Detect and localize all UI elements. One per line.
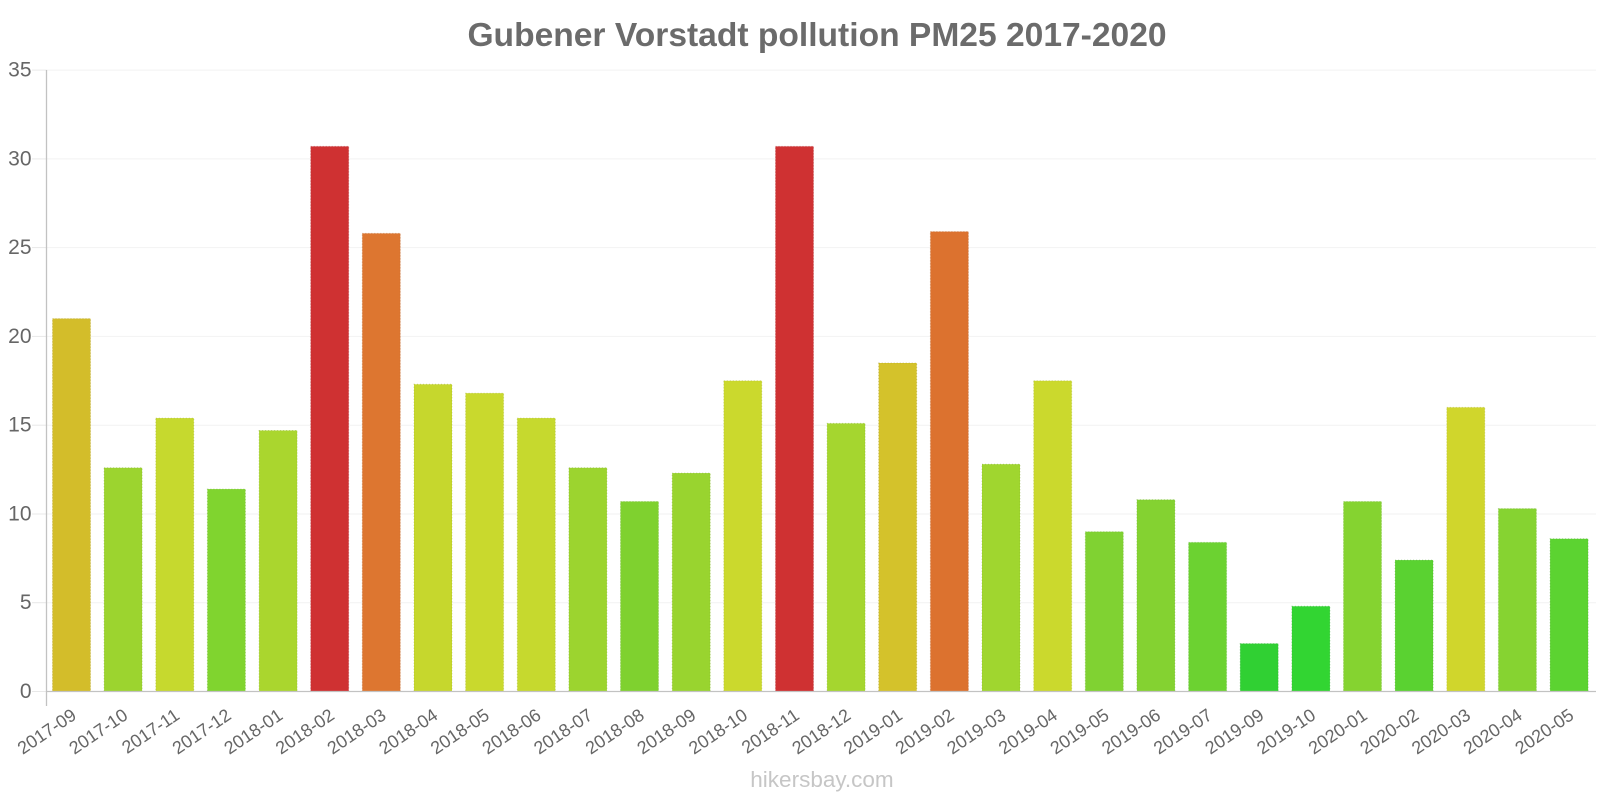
svg-text:15: 15: [8, 414, 31, 437]
svg-text:Gubener Vorstadt pollution PM2: Gubener Vorstadt pollution PM25 2017-202…: [467, 17, 1166, 54]
svg-text:hikersbay.com: hikersbay.com: [750, 767, 893, 792]
svg-text:35: 35: [8, 59, 31, 82]
svg-text:0: 0: [20, 680, 32, 703]
svg-text:25: 25: [8, 236, 31, 259]
svg-text:5: 5: [20, 591, 32, 614]
svg-text:30: 30: [8, 147, 31, 170]
svg-text:10: 10: [8, 503, 31, 526]
svg-text:20: 20: [8, 325, 31, 348]
